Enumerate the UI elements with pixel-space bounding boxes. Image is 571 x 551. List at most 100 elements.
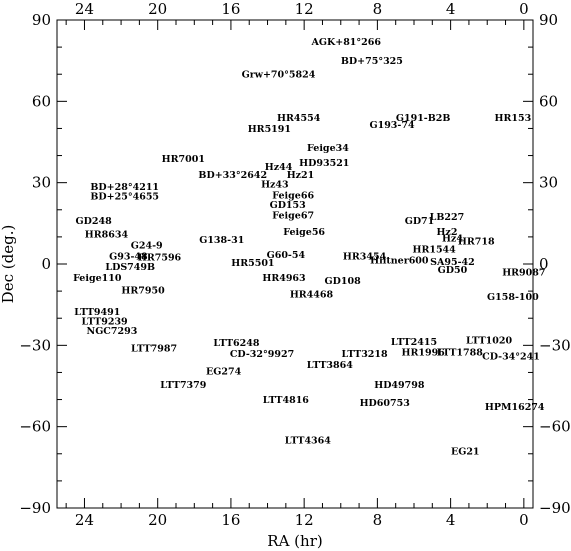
y-tick-label-right: 60	[539, 92, 558, 110]
star-label: NGC7293	[87, 326, 138, 337]
star-label: LTT3218	[341, 349, 388, 360]
tick-labels: 24 24 20 20 16 16 12 12 8 8 4 4 0 0 90 90 60 60 30 30 0 0 −30 −…	[19, 0, 570, 529]
y-tick-label-right: −60	[539, 418, 571, 436]
x-tick-label-top: 20	[148, 0, 167, 18]
x-tick-label-top: 8	[373, 0, 383, 18]
y-tick-label-right: −90	[539, 499, 571, 517]
star-label: LTT7987	[131, 344, 177, 355]
star-label: SA95-42	[430, 257, 475, 268]
star-label: Feige67	[272, 211, 314, 222]
star-label: GD71	[405, 216, 435, 227]
x-tick-label-top: 12	[295, 0, 314, 18]
ticks	[57, 19, 533, 509]
star-label: LTT4816	[263, 395, 310, 406]
star-label: Hz2	[436, 227, 457, 238]
star-label: HR718	[458, 236, 495, 247]
star-label: HD49798	[374, 380, 425, 391]
star-label: HR7950	[121, 285, 165, 296]
y-tick-label-left: −90	[19, 499, 51, 517]
star-label: LB227	[430, 212, 465, 223]
star-label: GD153	[270, 200, 306, 211]
y-tick-label-left: 90	[32, 11, 51, 29]
star-label: AGK+81°266	[311, 37, 382, 48]
star-label: G193-74	[369, 120, 414, 131]
star-label: HR7001	[162, 154, 205, 165]
star-label: LTT7379	[160, 380, 207, 391]
star-label: Hz44	[265, 162, 293, 173]
y-axis-label: Dec (deg.)	[0, 225, 17, 304]
star-label: G60-54	[267, 250, 306, 261]
star-label: Hz4	[442, 234, 463, 245]
star-label: Hz43	[261, 180, 289, 191]
star-label: HD60753	[360, 398, 410, 409]
star-label: GD248	[76, 216, 113, 227]
star-label: HR7596	[138, 253, 182, 264]
star-label: Hiltner600	[370, 255, 429, 266]
star-label: HPM16274	[485, 402, 545, 413]
star-label: Feige34	[307, 143, 349, 154]
star-label: LTT1020	[466, 335, 513, 346]
y-tick-label-left: −30	[19, 336, 51, 354]
x-tick-label-bottom: 8	[373, 511, 383, 529]
star-label: HD93521	[299, 158, 349, 169]
star-label: LTT6248	[213, 338, 260, 349]
star-label: HR9087	[502, 268, 545, 279]
star-label: G191-B2B	[396, 113, 451, 124]
star-label: HR5191	[248, 124, 291, 135]
x-tick-label-top: 0	[519, 0, 529, 18]
y-tick-label-right: −30	[539, 336, 571, 354]
star-label: GD108	[325, 276, 362, 287]
star-label: BD+33°2642	[198, 170, 267, 181]
star-label: LTT1788	[437, 348, 484, 359]
star-label: EG274	[206, 367, 242, 378]
star-label: G158-100	[487, 292, 539, 303]
y-tick-label-left: −60	[19, 418, 51, 436]
star-label: LTT4364	[285, 436, 332, 447]
y-tick-label-left: 30	[32, 174, 51, 192]
star-label: Feige66	[272, 190, 314, 201]
star-label: CD-34°241	[482, 352, 540, 363]
y-tick-label-right: 0	[539, 255, 549, 273]
star-label: GD50	[438, 265, 468, 276]
star-label: G138-31	[199, 235, 244, 246]
y-tick-label-left: 0	[41, 255, 51, 273]
star-label: LDS749B	[105, 262, 155, 273]
y-tick-label-left: 60	[32, 92, 51, 110]
star-label: LTT9491	[74, 307, 120, 318]
star-label: Grw+70°5824	[242, 70, 316, 81]
star-label: HR4554	[277, 113, 321, 124]
star-label: HR1544	[412, 245, 456, 256]
star-label: LTT3864	[307, 360, 354, 371]
x-axis-label: RA (hr)	[267, 532, 322, 550]
x-tick-label-top: 4	[446, 0, 456, 18]
star-label: BD+25°4655	[90, 192, 159, 203]
star-label: HR4963	[262, 273, 305, 284]
star-label: G24-9	[131, 241, 163, 252]
star-label: BD+28°4211	[90, 182, 159, 193]
star-label: Feige110	[73, 273, 122, 284]
data-points: AGK+81°266 BD+75°325 Grw+70°5824 HR4554HR51…	[73, 37, 545, 457]
x-tick-label-bottom: 24	[75, 511, 94, 529]
star-label: HR5501	[231, 258, 274, 269]
y-tick-label-right: 90	[539, 11, 558, 29]
star-label: HR3454	[343, 251, 387, 262]
x-tick-label-bottom: 4	[446, 511, 456, 529]
x-tick-label-top: 16	[221, 0, 240, 18]
star-label: HR153	[495, 113, 532, 124]
star-label: LTT2415	[391, 337, 437, 348]
x-tick-label-bottom: 12	[295, 511, 314, 529]
x-tick-label-bottom: 20	[148, 511, 167, 529]
x-tick-label-bottom: 16	[221, 511, 240, 529]
star-label: CD-32°9927	[230, 349, 294, 360]
y-tick-label-right: 30	[539, 174, 558, 192]
star-label: Feige56	[283, 227, 325, 238]
x-tick-label-top: 24	[75, 0, 94, 18]
star-label: BD+75°325	[341, 56, 403, 67]
x-tick-label-bottom: 0	[519, 511, 529, 529]
star-label: Hz21	[287, 170, 315, 181]
star-label: HR8634	[85, 230, 129, 241]
star-label: G93-48	[109, 251, 148, 262]
star-label: LTT9239	[82, 316, 129, 327]
star-label: HR4468	[290, 289, 334, 300]
